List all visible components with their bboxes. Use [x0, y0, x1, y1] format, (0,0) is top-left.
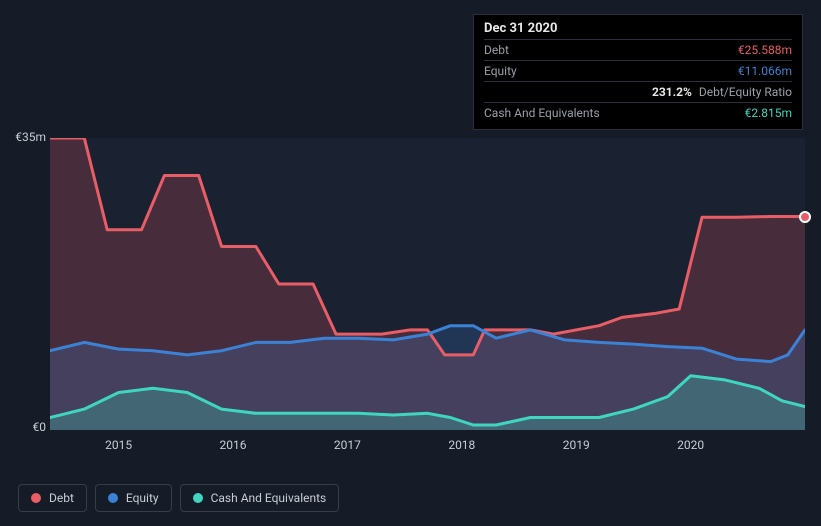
tooltip-ratio: 231.2% Debt/Equity Ratio — [652, 85, 792, 99]
chart-area: €35m €0 201520162017201820192020 — [16, 120, 806, 466]
legend-label: Cash And Equivalents — [211, 491, 327, 505]
y-axis-label-max: €35m — [6, 130, 46, 144]
chart-container: Dec 31 2020 Debt €25.588m Equity €11.066… — [0, 0, 821, 526]
x-axis-tick: 2016 — [220, 438, 247, 452]
x-axis-labels: 2015 2016 2017 2018 2019 2020 — [50, 438, 805, 458]
legend-label: Equity — [126, 491, 159, 505]
legend-label: Debt — [49, 491, 74, 505]
chart-tooltip: Dec 31 2020 Debt €25.588m Equity €11.066… — [473, 14, 803, 130]
tooltip-row-equity: Equity €11.066m — [484, 60, 792, 81]
x-axis-tick: 2020 — [677, 438, 704, 452]
chart-legend: Debt Equity Cash And Equivalents — [18, 484, 339, 512]
x-axis-tick: 2019 — [563, 438, 590, 452]
legend-dot-icon — [108, 493, 118, 503]
tooltip-row-debt: Debt €25.588m — [484, 39, 792, 60]
tooltip-value: €11.066m — [738, 64, 792, 78]
legend-item-cash[interactable]: Cash And Equivalents — [180, 484, 340, 512]
tooltip-value: €25.588m — [738, 43, 792, 57]
tooltip-label: Debt — [484, 43, 509, 57]
x-axis-tick: 2018 — [448, 438, 475, 452]
tooltip-row-ratio: 231.2% Debt/Equity Ratio — [484, 81, 792, 102]
tooltip-value: €2.815m — [745, 106, 792, 120]
legend-dot-icon — [31, 493, 41, 503]
tooltip-label: Cash And Equivalents — [484, 106, 600, 120]
x-axis-tick: 2017 — [334, 438, 361, 452]
legend-item-debt[interactable]: Debt — [18, 484, 87, 512]
tooltip-date: Dec 31 2020 — [484, 21, 792, 36]
legend-item-equity[interactable]: Equity — [95, 484, 172, 512]
tooltip-label: Equity — [484, 64, 517, 78]
chart-svg — [50, 138, 805, 430]
x-axis-tick: 2015 — [105, 438, 132, 452]
data-marker-debt — [799, 211, 811, 223]
y-axis-label-zero: €0 — [6, 420, 46, 434]
legend-dot-icon — [193, 493, 203, 503]
chart-plot[interactable] — [50, 138, 805, 430]
